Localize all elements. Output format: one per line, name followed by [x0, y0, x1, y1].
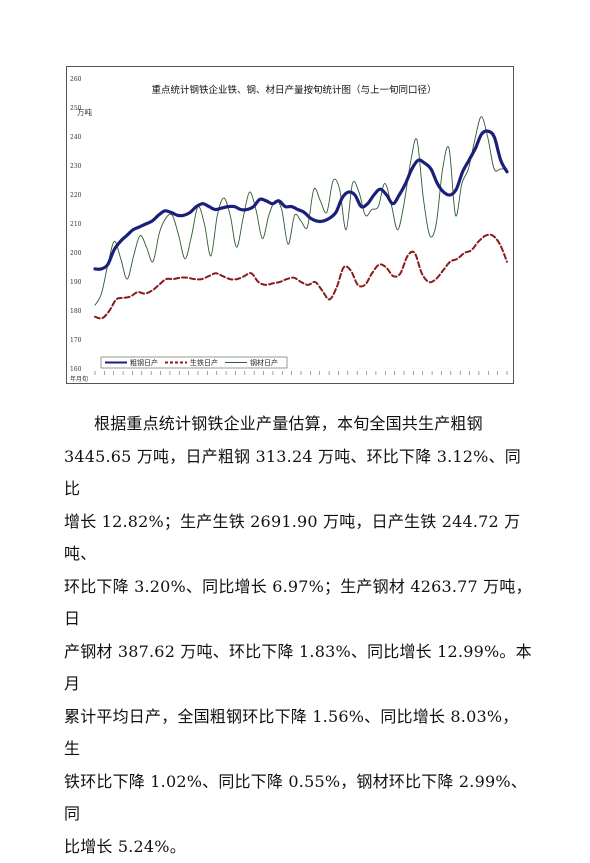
- body-line: 增长 12.82%；生产生铁 2691.90 万吨，日产生铁 244.72 万吨…: [64, 506, 534, 571]
- body-line: 产钢材 387.62 万吨、环比下降 1.83%、同比增长 12.99%。本月: [64, 636, 534, 701]
- body-line: 比增长 5.24%。: [64, 831, 534, 863]
- chart-title: 重点统计钢铁企业铁、钢、材日产量按旬统计图（与上一旬同口径）: [151, 84, 436, 96]
- y-tick-label: 230: [70, 163, 82, 170]
- y-tick-label: 200: [70, 250, 82, 257]
- chart-frame: 重点统计钢铁企业铁、钢、材日产量按旬统计图（与上一旬同口径） 万吨 年月旬 16…: [66, 66, 514, 384]
- body-line: 累计平均日产，全国粗钢环比下降 1.56%、同比增长 8.03%，生: [64, 701, 534, 766]
- y-tick-label: 170: [70, 337, 82, 344]
- body-line: 根据重点统计钢铁企业产量估算，本旬全国共生产粗钢: [94, 408, 534, 441]
- y-tick-label: 240: [70, 134, 82, 141]
- y-tick-label: 210: [70, 221, 82, 228]
- chart-svg: 重点统计钢铁企业铁、钢、材日产量按旬统计图（与上一旬同口径） 万吨 年月旬 16…: [67, 67, 515, 385]
- y-tick-label: 250: [70, 105, 82, 112]
- y-tick-label: 260: [70, 76, 82, 83]
- x-axis-unit: 年月旬: [70, 375, 88, 383]
- body-line: 铁环比下降 1.02%、同比下降 0.55%，钢材环比下降 2.99%、同: [64, 766, 534, 831]
- y-tick-label: 220: [70, 192, 82, 199]
- body-line: 3445.65 万吨，日产粗钢 313.24 万吨、环比下降 3.12%、同比: [64, 441, 534, 506]
- series-crude-steel-line: [95, 131, 507, 269]
- legend-label: 钢材日产: [250, 358, 278, 367]
- y-tick-label: 160: [70, 366, 82, 373]
- legend-label: 粗钢日产: [130, 358, 158, 367]
- legend-label: 生铁日产: [190, 358, 218, 367]
- y-tick-label: 180: [70, 308, 82, 315]
- y-tick-label: 190: [70, 279, 82, 286]
- body-line: 环比下降 3.20%、同比增长 6.97%；生产钢材 4263.77 万吨，日: [64, 571, 534, 636]
